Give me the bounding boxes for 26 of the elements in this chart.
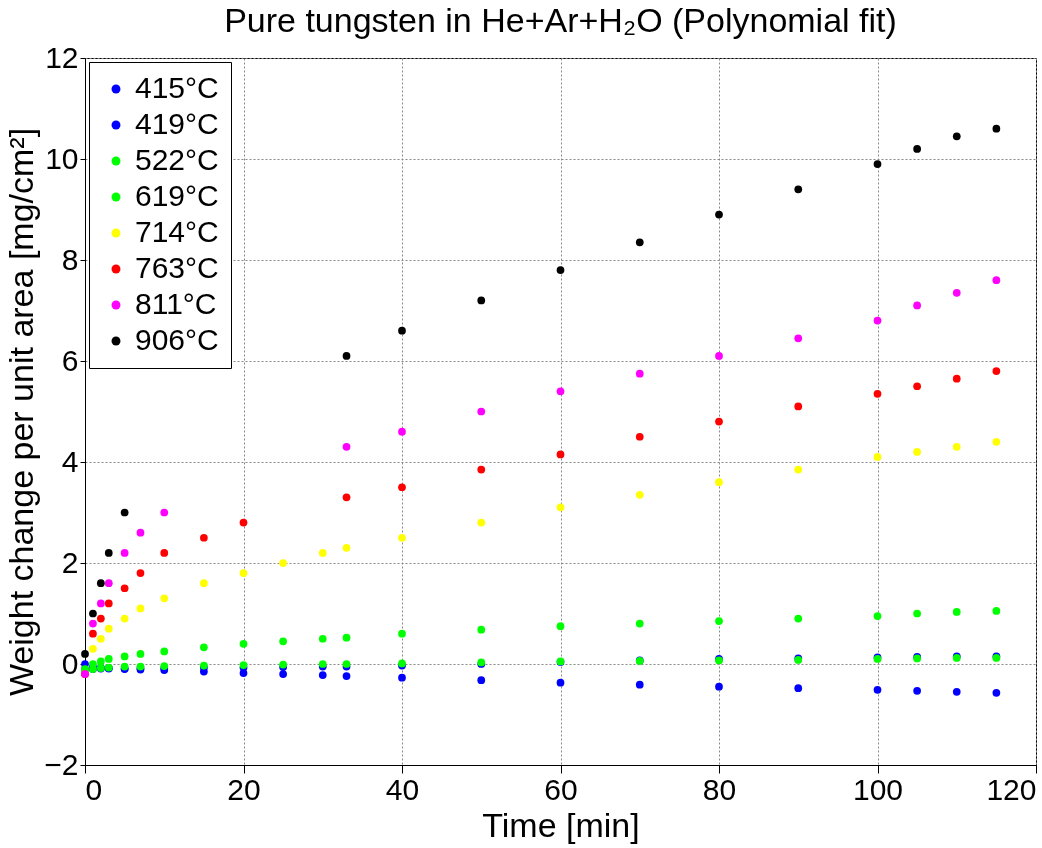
legend-label: 619°C	[135, 179, 219, 212]
x-tick-label: 80	[702, 772, 737, 806]
x-tick-label: 100	[852, 772, 904, 806]
y-tick-label: 12	[45, 40, 79, 74]
legend-label: 811°C	[135, 287, 217, 320]
legend-label: 415°C	[135, 71, 219, 104]
legend-label: 419°C	[135, 107, 219, 140]
y-tick-label: 0	[61, 646, 79, 680]
y-axis-title: Weight change per unit area [mg/cm²]	[2, 127, 41, 697]
legend-label: 906°C	[135, 323, 219, 356]
x-tick-label: 120	[986, 772, 1037, 806]
y-tick-label: 2	[61, 545, 79, 579]
x-axis-title: Time [min]	[482, 805, 640, 844]
y-tick-label: 8	[61, 242, 79, 276]
y-tick-label: 4	[61, 444, 79, 478]
legend-label: 522°C	[135, 143, 219, 176]
y-tick-label: −2	[44, 747, 79, 781]
x-tick-label: 60	[544, 772, 578, 806]
y-tick-label: 6	[61, 343, 79, 377]
legend-label: 714°C	[135, 215, 219, 248]
x-tick-label: 0	[85, 772, 103, 806]
x-tick-label: 20	[227, 772, 261, 806]
y-tick-label: 10	[45, 141, 79, 175]
x-tick-label: 40	[385, 772, 420, 806]
chart-title: Pure tungsten in He+Ar+H₂O (Polynomial fit)	[224, 1, 897, 39]
legend-label: 763°C	[135, 251, 219, 284]
